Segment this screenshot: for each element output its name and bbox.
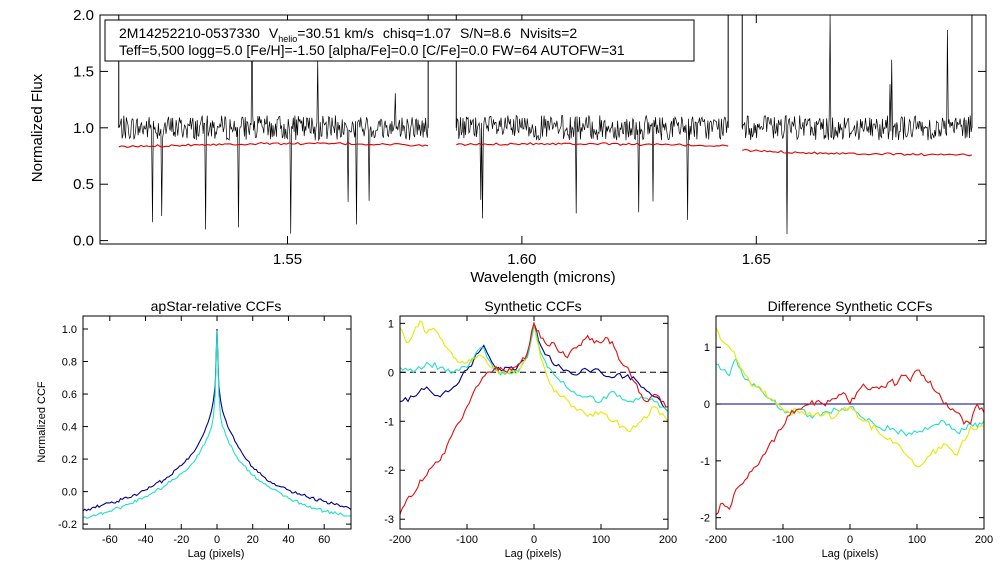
apstar-xtick-label: 20: [247, 534, 259, 546]
spectrum-ytick-label: 1.5: [73, 63, 94, 80]
v-helio-value: =30.51 km/s: [297, 25, 374, 41]
synth-ytick-label: 1: [388, 318, 394, 330]
synth-xtick-label: -200: [389, 534, 411, 546]
apstar-ccf-xlabel: Lag (pixels): [188, 548, 245, 560]
info-box: 2M14252210-0537330 Vhelio=30.51 km/s chisq…: [104, 19, 695, 62]
spectrum-ytick-label: 0.0: [73, 233, 94, 250]
apstar-ytick-label: 0.4: [62, 422, 77, 434]
apstar-xtick-label: -60: [102, 534, 118, 546]
synthetic-ccf-axes: -200 -100 0 100 200 -3 -2 -1 0 1: [384, 316, 677, 546]
apstar-cyan-line: [82, 330, 352, 519]
apstar-xtick-label: 0: [214, 534, 220, 546]
difference-ccf-xlabel: Lag (pixels): [822, 548, 879, 560]
apstar-ccf-axes: -60 -40 -20 0 20 40 60 -0.2 0.0 0.2 0.4 0.6 0.8 1.0: [58, 316, 351, 546]
apstar-ytick-label: 0.6: [62, 389, 77, 401]
model-trace: [118, 141, 429, 148]
nvisits-value: Nvisits=2: [520, 25, 577, 41]
apstar-ytick-label: -0.2: [58, 519, 77, 531]
apstar-xtick-label: -20: [173, 534, 189, 546]
diff-ytick-label: -1: [700, 456, 710, 468]
synth-ytick-label: -3: [384, 514, 394, 526]
diff-xtick-label: 100: [908, 534, 926, 546]
diff-xtick-label: 200: [975, 534, 993, 546]
synthetic-ccf-xlabel: Lag (pixels): [505, 548, 562, 560]
synth-xtick-label: -100: [456, 534, 478, 546]
flux-trace: [741, 14, 973, 235]
difference-ccf-panel: Difference Synthetic CCFs -200 -100 0 100 20…: [700, 298, 993, 560]
diff-ytick-label: -2: [700, 513, 710, 525]
synth-ytick-label: 0: [388, 367, 394, 379]
flux-trace: [455, 114, 729, 220]
spectrum-xtick-label: 1.60: [507, 251, 536, 268]
synth-xtick-label: 0: [531, 534, 537, 546]
diff-xtick-label: -200: [705, 534, 727, 546]
info-box-frame: [104, 19, 695, 62]
apstar-xtick-label: -40: [138, 534, 154, 546]
model-trace: [456, 142, 729, 147]
difference-ccf-series: [715, 327, 985, 516]
synth-cyan-line: [399, 325, 669, 412]
difference-ccf-title: Difference Synthetic CCFs: [768, 298, 933, 314]
stellar-params-line: Teff=5,500 logg=5.0 [Fe/H]=-1.50 [alpha/…: [119, 42, 625, 58]
synth-red-line: [399, 321, 669, 515]
diff-red-line: [715, 369, 985, 516]
apstar-ccf-ylabel: Normalized CCF: [36, 381, 48, 463]
apstar-ccf-title: apStar-relative CCFs: [151, 298, 282, 314]
diff-yellow-line: [715, 327, 985, 468]
apstar-ytick-label: 0.2: [62, 454, 77, 466]
flux-trace: [118, 19, 429, 234]
synth-ytick-label: -2: [384, 465, 394, 477]
spectrum-flux-series: [118, 14, 973, 235]
object-id: 2M14252210-0537330: [119, 25, 260, 41]
apstar-ccf-panel: apStar-relative CCFs -60 -40 -20 0 20 40 60 -0.…: [36, 298, 352, 560]
apstar-ccf-series: [82, 328, 352, 519]
spectrum-axes: 1.55 1.60 1.65 0.0 0.5 1.0 1.5 2.0: [73, 7, 986, 268]
diff-xtick-label: 0: [847, 534, 853, 546]
spectrum-xlabel: Wavelength (microns): [470, 269, 615, 286]
synthetic-ccf-frame: [399, 315, 669, 530]
synth-xtick-label: 100: [592, 534, 610, 546]
model-trace: [742, 148, 973, 157]
difference-ccf-axes: -200 -100 0 100 200 -2 -1 0 1: [700, 316, 993, 546]
spectrum-ylabel: Normalized Flux: [29, 73, 46, 182]
v-helio-prefix: V: [269, 25, 279, 41]
difference-ccf-frame: [715, 315, 985, 530]
apstar-ytick-label: 1.0: [62, 324, 77, 336]
synth-yellow-line: [399, 320, 669, 433]
spectrum-ytick-label: 2.0: [73, 7, 94, 24]
apstar-ytick-label: 0.0: [62, 487, 77, 499]
spectrum-xtick-label: 1.65: [742, 251, 771, 268]
synthetic-ccf-title: Synthetic CCFs: [484, 298, 581, 314]
apstar-ccf-frame: [82, 315, 352, 530]
spectrum-frame: [99, 14, 987, 245]
spectrum-panel: 1.55 1.60 1.65 0.0 0.5 1.0 1.5 2.0: [73, 7, 987, 268]
synthetic-ccf-series: [399, 320, 669, 515]
diff-ytick-label: 1: [704, 342, 710, 354]
synth-xtick-label: 200: [659, 534, 677, 546]
v-helio-subscript: helio: [278, 34, 297, 44]
synthetic-ccf-panel: Synthetic CCFs -200 -100 0 100 200 -3 -2 -1 0 1 L…: [384, 298, 677, 560]
chisq-value: chisq=1.07: [383, 25, 451, 41]
diff-ytick-label: 0: [704, 399, 710, 411]
snr-value: S/N=8.6: [460, 25, 511, 41]
diff-xtick-label: -100: [772, 534, 794, 546]
synth-ytick-label: -1: [384, 416, 394, 428]
spectrum-ytick-label: 1.0: [73, 120, 94, 137]
apstar-ytick-label: 0.8: [62, 357, 77, 369]
spectrum-ytick-label: 0.5: [73, 176, 94, 193]
diff-cyan-line: [716, 357, 985, 437]
spectrum-model-series: [118, 141, 973, 157]
info-line-1: 2M14252210-0537330 Vhelio=30.51 km/s chisq…: [119, 25, 577, 44]
apstar-navy-line: [82, 328, 352, 512]
apstar-xtick-label: 40: [282, 534, 294, 546]
apstar-xtick-label: 60: [318, 534, 330, 546]
spectrum-xtick-label: 1.55: [273, 251, 302, 268]
